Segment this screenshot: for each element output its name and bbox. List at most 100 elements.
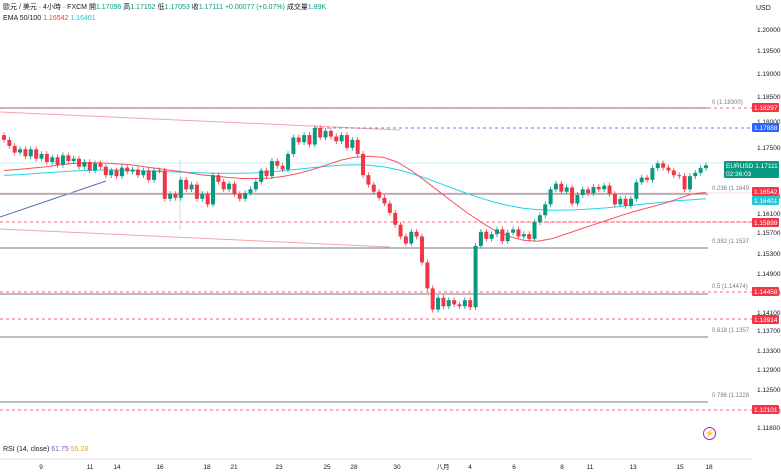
- candle-body: [237, 194, 242, 199]
- candle-body: [71, 158, 76, 162]
- candle-body: [146, 170, 151, 180]
- price-tick-label: 1.17500: [757, 145, 781, 152]
- candle-body: [366, 175, 371, 185]
- channel-top-line: [0, 111, 401, 131]
- time-tick-label: 11: [87, 464, 94, 471]
- candle-body: [178, 179, 183, 198]
- candle-body: [248, 189, 253, 194]
- candle-body: [194, 184, 199, 199]
- candle-body: [82, 161, 87, 167]
- candle-body: [564, 187, 569, 192]
- candle-body: [521, 234, 526, 237]
- price-tag-label: 1.18297: [754, 105, 778, 112]
- lightning-icon[interactable]: ⚡: [703, 427, 716, 440]
- candle-body: [355, 139, 360, 154]
- open-value: 1.17096: [95, 4, 122, 11]
- candle-body: [377, 191, 382, 198]
- rsi-label[interactable]: RSI (14, close): [3, 446, 50, 453]
- high-value: 1.17152: [130, 4, 156, 11]
- candle-body: [596, 186, 601, 190]
- ema-legend[interactable]: EMA 50/100 1.16542 1.16401: [3, 14, 96, 23]
- candle-body: [468, 300, 473, 308]
- candle-body: [189, 184, 194, 190]
- price-tag-label: 1.16542: [754, 189, 778, 196]
- channel-bottom-line: [0, 228, 391, 248]
- candle-body: [511, 229, 516, 233]
- price-tag-bg: [752, 315, 779, 324]
- price-tick-label: 1.15700: [757, 230, 781, 237]
- price-tag-bg: [752, 187, 779, 196]
- candle-body: [221, 181, 226, 190]
- price-tick-label: 1.12900: [757, 367, 781, 374]
- candle-body: [698, 168, 703, 173]
- time-tick-label: 18: [203, 464, 211, 471]
- candle-body: [103, 166, 108, 176]
- low-label: 低: [157, 4, 165, 11]
- fib-label: 0.618 (1.1357: [712, 328, 750, 334]
- ema50-line: [3, 155, 707, 242]
- price-tick-label: 1.11800: [757, 425, 780, 432]
- change-value: +0.00077 (+0.07%): [224, 4, 285, 11]
- price-tick-label: 1.15300: [757, 251, 781, 258]
- candle-body: [334, 136, 339, 142]
- price-tick-label: 1.13700: [757, 328, 781, 335]
- candle-body: [328, 130, 333, 137]
- candle-body: [216, 175, 221, 182]
- close-value: 1.17111: [198, 4, 224, 11]
- time-axis[interactable]: 9 11 14 16 18 21 23 25 28 30 八月 4 6 8 11 13 15 18: [0, 458, 752, 471]
- candle-body: [650, 168, 655, 180]
- rsi-value: 61.75: [51, 446, 69, 453]
- symbol-legend[interactable]: 歐元 / 美元 · 4小時 · FXCM 開1.17096 高1.17152 低…: [3, 3, 326, 12]
- candle-body: [500, 229, 505, 242]
- price-tick-label: 1.13300: [757, 348, 781, 355]
- candle-body: [452, 300, 457, 305]
- candle-body: [135, 169, 140, 176]
- candle-body: [12, 145, 17, 153]
- candle-body: [39, 153, 44, 159]
- candle-body: [371, 184, 376, 192]
- candle-body: [291, 137, 296, 154]
- candle-body: [205, 194, 210, 205]
- low-value: 1.17053: [164, 4, 190, 11]
- volume-value: 1.89K: [307, 4, 327, 11]
- candle-body: [382, 197, 387, 204]
- candle-body: [661, 163, 666, 168]
- candle-body: [34, 149, 39, 159]
- candle-body: [168, 194, 173, 199]
- price-tick-label: 1.19500: [757, 48, 781, 55]
- candle-body: [489, 234, 494, 239]
- price-tag-label: 1.15899: [754, 220, 778, 227]
- ema-label[interactable]: EMA 50/100: [3, 15, 42, 22]
- candle-body: [296, 137, 301, 143]
- candle-body: [162, 170, 167, 199]
- rsi-legend[interactable]: RSI (14, close) 61.75 55.28: [3, 445, 88, 454]
- time-tick-label: 八月: [437, 463, 450, 471]
- candle-body: [612, 194, 617, 205]
- candle-body: [704, 165, 708, 169]
- horizontal-levels[interactable]: [0, 107, 752, 411]
- candle-body: [55, 157, 60, 165]
- candle-body: [398, 224, 403, 237]
- candle-body: [200, 194, 205, 199]
- candle-body: [634, 182, 639, 199]
- price-tick-label: 1.19000: [757, 71, 781, 78]
- candle-body: [409, 231, 414, 244]
- candle-body: [495, 229, 500, 235]
- price-tag-label: 1.12101: [754, 407, 778, 414]
- candle-body: [570, 187, 575, 204]
- ema100-value: 1.16401: [70, 15, 96, 22]
- candle-body: [457, 304, 462, 307]
- candle-body: [666, 167, 671, 171]
- candle-body: [393, 212, 398, 225]
- candle-body: [227, 183, 232, 190]
- candle-body: [425, 262, 430, 289]
- candle-body: [484, 231, 489, 239]
- candle-body: [548, 189, 553, 205]
- currency-label[interactable]: USD: [756, 5, 771, 12]
- symbol-title[interactable]: 歐元 / 美元 · 4小時 · FXCM: [3, 4, 87, 11]
- candle-body: [430, 288, 435, 310]
- ema50-value: 1.16542: [43, 15, 69, 22]
